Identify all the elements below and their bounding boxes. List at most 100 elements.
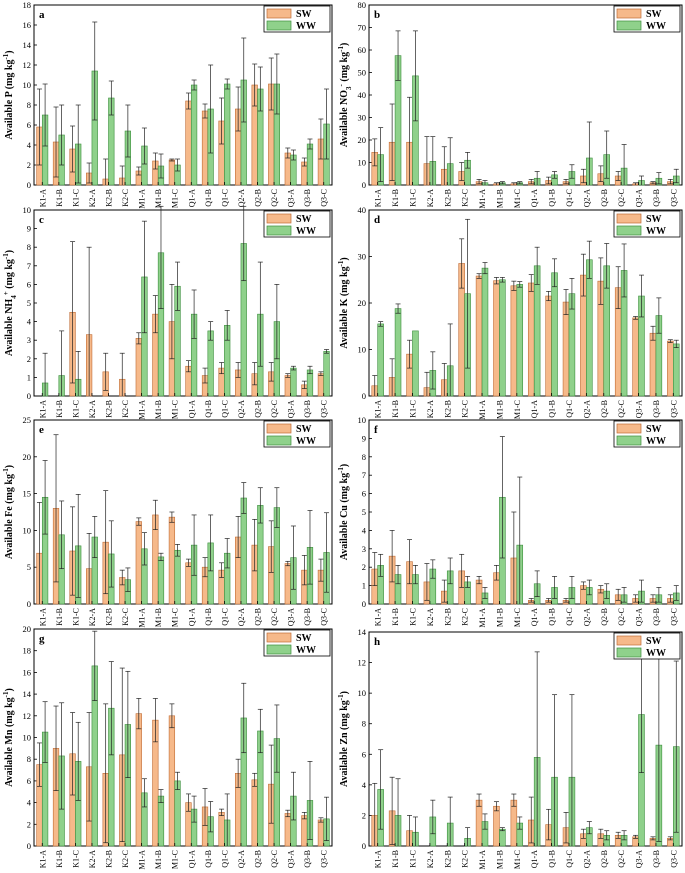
error-bar-sw-q2-c — [615, 831, 621, 839]
y-tick-label: 60 — [358, 45, 367, 55]
bar-sw-m1-b — [493, 805, 500, 847]
x-tick-label: Q3-A — [635, 608, 644, 626]
x-tick-label: Q2-B — [254, 189, 263, 207]
y-tick-label: 5 — [362, 507, 366, 517]
x-tick-label: K2-A — [88, 850, 97, 868]
y-axis-label-part: ) — [4, 250, 15, 253]
error-bar-ww-m1-c — [517, 281, 523, 288]
x-tick-label: Q2-A — [582, 850, 591, 868]
error-bar-ww-m1-a — [141, 532, 147, 566]
x-tick-label: Q1-A — [187, 189, 196, 207]
x-tick-label: Q2-B — [254, 608, 263, 626]
bar-sw-m1-a — [475, 275, 483, 397]
error-bar-sw-k1-b — [389, 103, 395, 181]
error-bar-sw-q2-a — [580, 828, 586, 839]
x-tick-label: K2-A — [426, 850, 435, 868]
x-tick-label: K2-A — [426, 400, 435, 418]
x-tick-label: K2-B — [443, 850, 452, 868]
y-axis-label-part: ) — [339, 43, 350, 46]
error-bar-ww-q1-a — [534, 171, 540, 185]
x-tick-label: Q3-B — [652, 608, 661, 626]
y-axis-label: Available P (mg kg-1) — [2, 50, 15, 139]
bar-sw-m1-a — [475, 799, 483, 847]
bar-sw-q3-c — [317, 819, 325, 847]
error-bar-ww-q1-a — [191, 289, 197, 339]
error-bar-sw-k1-a — [36, 88, 42, 166]
error-bar-sw-q3-a — [633, 834, 639, 839]
error-bar-sw-q1-c — [563, 179, 569, 185]
x-tick-label: Q2-A — [582, 189, 591, 207]
error-bar-sw-k1-b — [53, 434, 59, 583]
error-bar-sw-q2-c — [268, 57, 274, 111]
error-bar-ww-q2-a — [586, 821, 592, 835]
error-bar-ww-k1-c — [75, 104, 81, 184]
y-tick-label: 6 — [27, 776, 31, 786]
error-bar-ww-m1-a — [141, 778, 147, 808]
y-tick-label: 4 — [362, 780, 367, 790]
legend-label-ww: WW — [296, 21, 316, 32]
error-bar-ww-m1-b — [499, 827, 505, 832]
error-bar-sw-k2-a — [86, 712, 92, 822]
y-tick-label: 2 — [362, 562, 366, 572]
legend-swatch-ww — [616, 435, 642, 446]
error-bar-ww-q2-c — [274, 704, 280, 773]
y-tick-label: 8 — [27, 100, 31, 110]
y-axis-label-part: ) — [4, 465, 15, 468]
error-bar-ww-q2-c — [274, 487, 280, 528]
error-bar-ww-q3-c — [673, 339, 679, 348]
y-tick-label: 8 — [362, 452, 366, 462]
error-bar-sw-q2-b — [598, 585, 604, 594]
error-bar-sw-q1-b — [202, 788, 208, 826]
error-bar-ww-k2-a — [430, 559, 436, 579]
x-tick-label: Q1-C — [220, 400, 229, 418]
error-bar-ww-q2-b — [257, 261, 263, 367]
error-bar-sw-q1-b — [546, 291, 552, 302]
error-bar-sw-m1-a — [476, 793, 482, 807]
x-tick-label: Q3-C — [320, 189, 329, 207]
y-tick-label: 4 — [362, 525, 367, 535]
error-bar-sw-k1-b — [53, 705, 59, 792]
y-axis-label-part: -1 — [2, 53, 10, 59]
error-bar-sw-q3-c — [318, 558, 324, 582]
error-bar-sw-q3-c — [667, 594, 673, 603]
x-tick-label: M1-A — [138, 189, 147, 209]
error-bar-ww-m1-c — [517, 816, 523, 830]
error-bar-sw-k2-c — [119, 165, 125, 185]
error-bar-sw-q1-b — [202, 367, 208, 384]
error-bar-ww-m1-a — [141, 127, 147, 165]
y-tick-label: 0 — [27, 391, 31, 401]
error-bar-sw-q3-a — [285, 373, 291, 378]
error-bar-ww-k1-c — [75, 721, 81, 801]
y-axis-label: Available NH4+ (mg kg-1) — [2, 250, 18, 356]
x-tick-label: K1-A — [374, 850, 383, 868]
x-tick-label: K2-C — [121, 400, 130, 418]
error-bar-ww-q1-a — [534, 246, 540, 285]
error-bar-ww-q1-c — [224, 78, 230, 90]
error-bar-sw-q3-b — [650, 594, 656, 603]
x-tick-label: Q3-A — [287, 608, 296, 626]
x-tick-label: Q3-A — [287, 400, 296, 418]
legend-label-ww: WW — [646, 21, 666, 32]
x-tick-label: K2-B — [105, 608, 114, 626]
error-bar-ww-q2-c — [621, 830, 627, 841]
x-tick-label: Q1-A — [187, 850, 196, 868]
error-bar-ww-q1-c — [224, 310, 230, 341]
x-tick-label: Q3-A — [635, 189, 644, 207]
error-bar-sw-k1-a — [372, 375, 378, 396]
legend-swatch-sw — [616, 423, 642, 434]
bar-sw-q3-b — [649, 332, 657, 397]
error-bar-sw-q3-c — [318, 118, 324, 160]
y-tick-label: 10 — [358, 158, 367, 168]
x-tick-label: Q3-A — [287, 189, 296, 207]
bar-ww-q3-a — [290, 367, 297, 397]
chart-panel-a: 0 2 4 6 8 10 12 14 16 18 K1-A K1-B K1-C K2-A K2-B K2-C M… — [2, 0, 333, 209]
bar-ww-q1-c — [224, 83, 231, 186]
x-tick-label: Q1-C — [565, 608, 574, 626]
error-bar-sw-q2-b — [598, 165, 604, 182]
error-bar-sw-q3-b — [301, 380, 307, 389]
error-bar-sw-q1-a — [185, 360, 191, 373]
error-bar-ww-k1-c — [75, 351, 81, 396]
legend-swatch-ww — [266, 644, 292, 655]
